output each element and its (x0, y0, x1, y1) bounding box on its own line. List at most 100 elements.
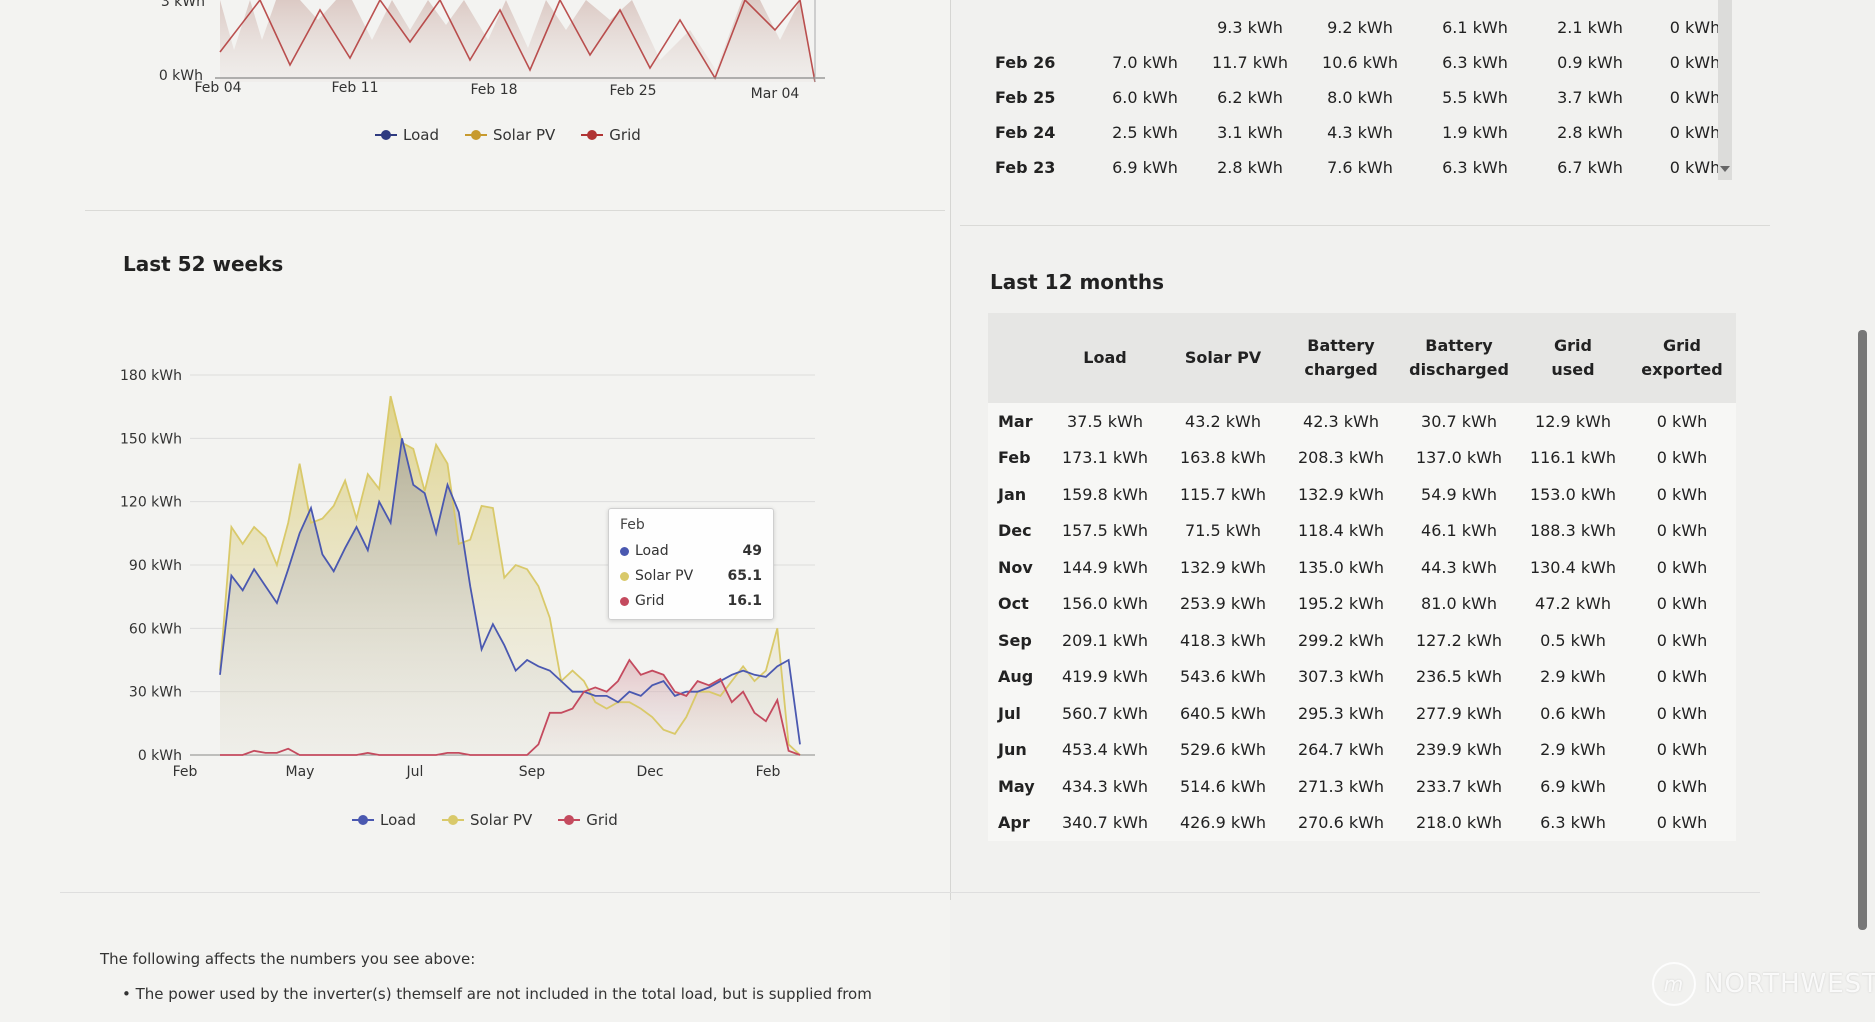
table-cell: 271.3 kWh (1297, 776, 1385, 796)
row-month: Mar (998, 411, 1033, 431)
legend-item-load[interactable]: Load (375, 126, 439, 144)
table-cell: 208.3 kWh (1297, 448, 1385, 468)
table-row: May 434.3 kWh 514.6 kWh 271.3 kWh 233.7 kWh 6… (988, 768, 1736, 805)
watermark: m NORTHWEST (1652, 962, 1875, 1006)
legend-item-grid[interactable]: Grid (558, 811, 618, 829)
table-cell: 3.1 kWh (1217, 123, 1283, 142)
footer-bullet-text: The power used by the inverter(s) themse… (135, 985, 872, 1003)
daily-y-tick: 3 kWh (161, 0, 205, 10)
table-cell: 8.0 kWh (1327, 88, 1393, 107)
table-cell: 71.5 kWh (1185, 521, 1261, 541)
table-cell: 299.2 kWh (1297, 630, 1385, 650)
table-header-row: Load Solar PV Battery charged Battery disc… (988, 313, 1736, 403)
table-cell (1095, 10, 1195, 45)
series-line-grid[interactable] (220, 658, 801, 756)
row-month: Jul (998, 703, 1021, 723)
legend-marker (464, 130, 487, 140)
table-cell: 0 kWh (1656, 557, 1708, 577)
table-row: Jun 453.4 kWh 529.6 kWh 264.7 kWh 239.9 kWh 2… (988, 732, 1736, 769)
y-tick-label: 0 kWh (138, 748, 182, 764)
tooltip-value: 65.1 (727, 568, 762, 584)
left-panel (0, 0, 950, 1022)
header-label: discharged (1409, 360, 1509, 379)
row-month: Nov (998, 557, 1033, 577)
months-table: Load Solar PV Battery charged Battery disc… (988, 313, 1736, 841)
table-cell: 0 kWh (1669, 158, 1721, 177)
table-cell: 0.5 kWh (1540, 630, 1606, 650)
table-cell: 54.9 kWh (1421, 484, 1497, 504)
table-cell: 640.5 kWh (1179, 703, 1267, 723)
table-cell: 419.9 kWh (1061, 667, 1149, 687)
table-cell: 6.9 kWh (1112, 158, 1178, 177)
table-cell: 132.9 kWh (1297, 484, 1385, 504)
table-cell: 6.3 kWh (1442, 53, 1508, 72)
daily-x-tick: Feb 25 (609, 83, 656, 99)
table-cell: 0 kWh (1669, 123, 1721, 142)
daily-table: 9.3 kWh 9.2 kWh 6.1 kWh 2.1 kWh 0 kWh Feb 26 7… (995, 10, 1745, 185)
table-scrollbar[interactable] (1718, 0, 1732, 180)
legend-label: Solar PV (492, 126, 556, 144)
table-cell: 6.7 kWh (1557, 158, 1623, 177)
table-row: Aug 419.9 kWh 543.6 kWh 307.3 kWh 236.5 kWh 2… (988, 659, 1736, 696)
legend-item-solar[interactable]: Solar PV (441, 811, 532, 829)
legend-marker (375, 130, 397, 140)
table-row: Feb 173.1 kWh 163.8 kWh 208.3 kWh 137.0 kWh 1… (988, 440, 1736, 477)
table-cell: 157.5 kWh (1061, 521, 1149, 541)
table-cell: 6.1 kWh (1442, 18, 1508, 37)
header-cell: Solar PV (1164, 313, 1282, 403)
table-cell: 116.1 kWh (1529, 448, 1617, 468)
table-cell: 233.7 kWh (1415, 776, 1503, 796)
footer-bullet: • The power used by the inverter(s) them… (122, 985, 872, 1003)
series-line-load[interactable] (219, 438, 801, 745)
table-row: Feb 25 6.0 kWh 6.2 kWh 8.0 kWh 5.5 kWh 3.7 kW… (995, 80, 1745, 115)
section-divider (60, 892, 1760, 893)
header-label: Load (1083, 348, 1127, 367)
table-row: Feb 26 7.0 kWh 11.7 kWh 10.6 kWh 6.3 kWh 0.9 … (995, 45, 1745, 80)
legend-item-load[interactable]: Load (352, 811, 416, 829)
table-cell: 264.7 kWh (1297, 740, 1385, 760)
series-line-solar-pv[interactable] (219, 395, 801, 756)
legend-item-solar[interactable]: Solar PV (464, 126, 556, 144)
series-area-load (220, 438, 800, 755)
footer-intro: The following affects the numbers you se… (100, 950, 476, 968)
page-scrollbar[interactable] (1858, 330, 1867, 930)
table-cell: 418.3 kWh (1179, 630, 1267, 650)
months-table-container: Load Solar PV Battery charged Battery disc… (988, 313, 1736, 841)
watermark-logo-icon: m (1652, 962, 1696, 1006)
scroll-down-arrow-icon[interactable] (1720, 166, 1730, 172)
table-cell: 0 kWh (1656, 813, 1708, 833)
weeks-chart: 0 kWh 30 kWh 60 kWh 90 kWh 120 kWh 150 kWh 180… (120, 368, 815, 780)
table-cell: 236.5 kWh (1415, 667, 1503, 687)
table-cell: 2.9 kWh (1540, 740, 1606, 760)
watermark-text: NORTHWEST (1704, 969, 1875, 999)
legend-item-grid[interactable]: Grid (581, 126, 641, 144)
table-cell: 0 kWh (1656, 411, 1708, 431)
table-cell: 7.6 kWh (1327, 158, 1393, 177)
table-cell: 0 kWh (1656, 667, 1708, 687)
table-row: Feb 24 2.5 kWh 3.1 kWh 4.3 kWh 1.9 kWh 2.8 kW… (995, 115, 1745, 150)
months-title: Last 12 months (990, 270, 1164, 294)
table-cell: 0 kWh (1656, 703, 1708, 723)
table-cell: 209.1 kWh (1061, 630, 1149, 650)
table-cell: 543.6 kWh (1179, 667, 1267, 687)
y-tick-label: 120 kWh (120, 495, 182, 511)
table-cell: 270.6 kWh (1297, 813, 1385, 833)
tooltip-series-name: Load (635, 543, 669, 559)
row-month: Dec (998, 521, 1032, 541)
table-cell: 560.7 kWh (1061, 703, 1149, 723)
row-date: Feb 26 (995, 53, 1056, 72)
table-row: Oct 156.0 kWh 253.9 kWh 195.2 kWh 81.0 kWh 47… (988, 586, 1736, 623)
table-row: Mar 37.5 kWh 43.2 kWh 42.3 kWh 30.7 kWh 12.9 … (988, 403, 1736, 440)
table-cell: 453.4 kWh (1061, 740, 1149, 760)
table-cell: 0 kWh (1656, 484, 1708, 504)
row-month: May (998, 776, 1035, 796)
table-row: 9.3 kWh 9.2 kWh 6.1 kWh 2.1 kWh 0 kWh (995, 10, 1745, 45)
table-cell: 5.5 kWh (1442, 88, 1508, 107)
tooltip-dot (620, 596, 629, 606)
row-month: Aug (998, 667, 1034, 687)
table-cell: 159.8 kWh (1061, 484, 1149, 504)
daily-chart-legend: Load Solar PV Grid (375, 126, 641, 144)
tooltip-row: Grid 16.1 (620, 591, 762, 611)
tooltip-title: Feb (620, 517, 645, 533)
x-tick-label: Jul (406, 764, 424, 780)
